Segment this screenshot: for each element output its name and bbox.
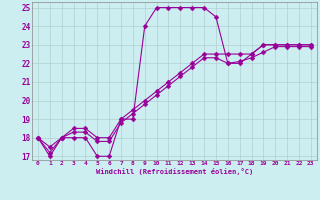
X-axis label: Windchill (Refroidissement éolien,°C): Windchill (Refroidissement éolien,°C) xyxy=(96,168,253,175)
